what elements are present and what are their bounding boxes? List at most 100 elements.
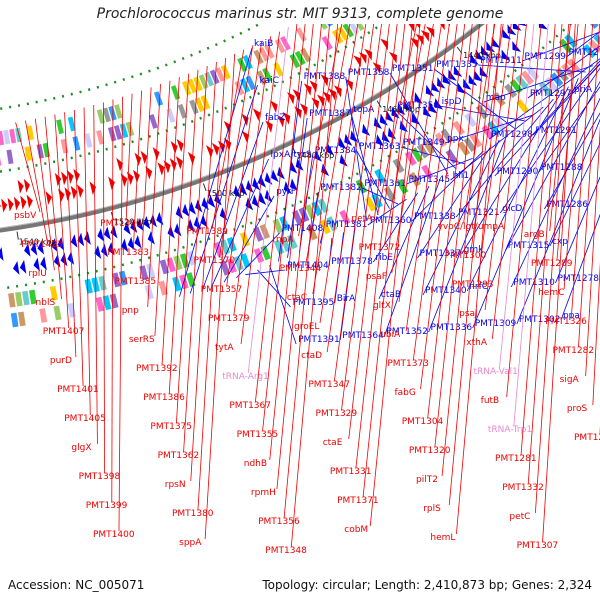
category-block-outer	[8, 292, 16, 308]
category-block-inner	[289, 53, 301, 69]
category-block-outer	[186, 250, 197, 266]
reverse-gene-label: ctaD	[301, 351, 322, 361]
reverse-gene-arrow	[26, 194, 33, 209]
reverse-leader-line	[64, 112, 77, 358]
category-block-outer	[422, 139, 436, 155]
reverse-gene-arrow	[311, 97, 320, 110]
category-block-inner	[394, 0, 406, 3]
reverse-gene-arrow	[269, 100, 278, 113]
reverse-gene-label: hemL	[430, 533, 455, 543]
forward-gene-arrow	[174, 223, 182, 237]
reverse-gene-arrow	[58, 188, 65, 203]
forward-gene-label: PMT1290	[497, 167, 539, 177]
reverse-gene-arrow	[145, 166, 153, 180]
reverse-gene-label: PMT1331	[330, 467, 372, 477]
ruler-label: 1520 kbp	[114, 218, 152, 227]
category-block-outer	[311, 201, 323, 217]
forward-gene-arrow	[402, 99, 412, 112]
reverse-gene-label: rpsN	[165, 480, 186, 490]
reverse-leader-line	[111, 99, 114, 503]
reverse-leader-line	[290, 24, 339, 548]
reverse-gene-label: fabG	[395, 388, 416, 398]
reverse-leader-line	[549, 24, 571, 232]
reverse-gene-label: PMT1390	[100, 219, 142, 229]
category-block-outer	[561, 63, 575, 78]
forward-gene-arrow	[94, 245, 102, 259]
map-footer: Accession: NC_005071 Topology: circular;…	[8, 578, 592, 592]
category-block-inner	[220, 64, 231, 80]
forward-gene-label: BirA	[337, 294, 356, 304]
forward-gene-label: PMT1381	[326, 220, 368, 230]
reverse-leader-line	[491, 24, 527, 340]
forward-leader-line	[494, 60, 600, 177]
reverse-gene-arrow	[416, 24, 420, 29]
category-block-outer	[253, 226, 264, 242]
category-block-inner	[166, 108, 176, 123]
forward-gene-arrow	[512, 24, 522, 31]
category-block-outer	[233, 255, 244, 271]
category-block-inner	[320, 24, 328, 30]
category-block-inner	[0, 130, 5, 146]
forward-leader-line	[257, 269, 291, 308]
forward-gene-arrow	[30, 241, 38, 256]
reverse-leader-line	[434, 24, 481, 448]
forward-gene-arrow	[84, 231, 91, 245]
reverse-gene-arrow	[176, 138, 184, 153]
reverse-gene-arrow	[64, 187, 71, 201]
forward-gene-arrow	[289, 178, 298, 192]
category-block-outer	[111, 272, 121, 288]
category-block-inner	[113, 125, 123, 140]
forward-gene-arrow	[486, 41, 496, 53]
forward-gene-arrow	[110, 224, 118, 239]
reverse-gene-arrow	[61, 171, 68, 186]
category-block-inner	[96, 129, 105, 145]
reverse-gene-label: PMT1246	[574, 433, 600, 443]
reverse-leader-line	[190, 62, 217, 482]
reverse-gene-arrow	[7, 197, 14, 212]
reverse-gene-label: ubiA	[380, 330, 401, 340]
accession-text: Accession: NC_005071	[8, 578, 145, 592]
category-block-outer	[173, 255, 183, 271]
category-block-outer	[464, 112, 477, 128]
forward-gene-arrow	[101, 243, 108, 258]
category-block-inner	[200, 94, 211, 110]
reverse-gene-label: PMT1362	[158, 451, 200, 461]
reverse-leader-line	[312, 24, 359, 295]
forward-leader-line	[384, 179, 441, 337]
reverse-gene-label: rplS	[423, 504, 441, 514]
category-block-outer	[15, 291, 23, 307]
reverse-gene-label: PMT1407	[43, 327, 85, 337]
category-block-inner	[3, 129, 11, 145]
forward-gene-label: PMT1311	[480, 56, 522, 66]
reverse-gene-label: PMT1357	[201, 285, 243, 295]
forward-gene-label: PMT1336	[431, 323, 473, 333]
forward-leader-line	[223, 195, 275, 283]
category-block-inner	[153, 91, 164, 106]
reverse-leader-line	[34, 118, 55, 271]
reverse-gene-label: psaJ	[459, 309, 478, 319]
reverse-gene-arrow	[328, 88, 337, 101]
category-block-inner	[262, 67, 273, 83]
forward-gene-arrow	[149, 213, 157, 228]
reverse-gene-arrow	[76, 184, 84, 199]
reverse-gene-label: PMT1375	[150, 422, 192, 432]
forward-gene-arrow	[188, 201, 197, 215]
category-block-inner	[42, 142, 51, 158]
forward-leader-line	[211, 158, 269, 287]
reverse-leader-line	[377, 24, 418, 216]
reverse-gene-arrow	[54, 172, 62, 187]
reverse-leader-line	[448, 24, 495, 506]
reverse-gene-label: PMT1304	[402, 417, 444, 427]
forward-gene-label: PMT1297	[530, 89, 572, 99]
reverse-leader-line	[326, 24, 375, 353]
backbone-highlight	[0, 24, 479, 229]
reverse-gene-arrow	[1, 198, 8, 213]
forward-gene-arrow	[470, 53, 479, 65]
forward-gene-label: pyrF	[276, 187, 296, 197]
forward-gene-arrow	[428, 101, 438, 114]
forward-gene-arrow	[283, 181, 292, 194]
category-block-outer	[226, 236, 237, 252]
category-block-outer	[53, 305, 62, 321]
reverse-gene-arrow	[169, 158, 177, 172]
reverse-gene-label: PMT1386	[143, 393, 185, 403]
